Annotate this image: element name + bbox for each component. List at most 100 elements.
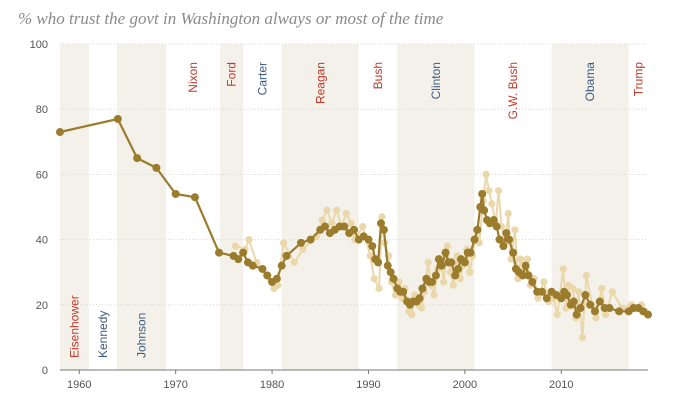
- trust-point: [282, 251, 291, 260]
- y-tick-label: 100: [30, 39, 48, 51]
- presidency-band: [281, 44, 359, 370]
- x-axis: 1960 1970 1980 1990 2000 2010: [60, 369, 648, 391]
- trust-point: [537, 287, 546, 296]
- trust-point: [415, 294, 424, 303]
- trust-point: [509, 248, 518, 257]
- trust-point: [581, 291, 590, 300]
- poll-point: [408, 310, 416, 319]
- x-tick-label: 1980: [260, 379, 284, 391]
- trust-point: [542, 294, 551, 303]
- x-tick-label: 2000: [453, 379, 477, 391]
- trust-point: [576, 304, 585, 313]
- trust-point: [605, 304, 614, 313]
- presidency-bands: [60, 44, 629, 370]
- y-tick-label: 60: [36, 169, 48, 181]
- trust-point: [277, 261, 286, 270]
- trust-point: [466, 248, 475, 257]
- presidency-label: Ford: [225, 62, 239, 87]
- trust-point: [518, 271, 527, 280]
- presidency-label: G.W. Bush: [506, 62, 520, 119]
- poll-point: [569, 284, 577, 293]
- trust-point: [473, 225, 482, 234]
- trust-point: [171, 189, 180, 198]
- poll-point: [482, 170, 490, 178]
- poll-point: [517, 255, 525, 263]
- trust-point: [321, 222, 330, 231]
- poll-point: [608, 288, 616, 296]
- poll-point: [511, 226, 519, 234]
- y-tick-label: 0: [42, 365, 48, 377]
- trust-point: [528, 277, 537, 286]
- poll-point: [440, 278, 448, 286]
- trust-point: [350, 225, 358, 234]
- poll-point: [443, 242, 452, 250]
- trust-point: [495, 235, 504, 244]
- poll-point: [578, 333, 587, 341]
- trust-point: [56, 128, 64, 137]
- poll-point: [280, 239, 288, 247]
- poll-point: [523, 255, 532, 263]
- poll-point: [378, 213, 386, 221]
- poll-point: [375, 284, 383, 293]
- poll-point: [430, 291, 438, 299]
- trust-point: [499, 242, 508, 251]
- trust-point: [480, 206, 489, 215]
- chart-title: % who trust the govt in Washington alway…: [18, 9, 444, 28]
- poll-point: [424, 258, 432, 267]
- y-tick-label: 20: [36, 300, 48, 312]
- trust-point: [441, 248, 450, 257]
- poll-point: [370, 275, 378, 283]
- trust-point: [386, 268, 395, 277]
- trust-point: [428, 277, 437, 286]
- poll-point: [449, 281, 457, 289]
- presidency-label: Clinton: [429, 62, 443, 99]
- trust-point: [215, 248, 224, 257]
- trust-point: [451, 271, 460, 280]
- y-tick-label: 40: [36, 235, 48, 247]
- x-tick-label: 1990: [356, 379, 380, 391]
- poll-point: [553, 310, 561, 319]
- x-tick-label: 1970: [163, 379, 187, 391]
- poll-point: [601, 310, 610, 319]
- trust-point: [272, 274, 281, 283]
- trust-point: [263, 271, 272, 280]
- trust-point: [586, 300, 595, 309]
- trust-point: [340, 222, 349, 231]
- poll-point: [290, 258, 298, 267]
- poll-point: [559, 265, 567, 273]
- trust-point: [152, 163, 161, 172]
- poll-point: [359, 222, 367, 231]
- presidency-band: [60, 44, 89, 370]
- trust-point: [399, 287, 408, 296]
- presidency-label: Eisenhower: [67, 295, 81, 358]
- trust-point: [524, 271, 533, 280]
- trust-point: [383, 261, 392, 270]
- poll-point: [323, 206, 331, 214]
- trust-point: [434, 255, 443, 264]
- y-tick-label: 80: [36, 104, 48, 116]
- trust-point: [190, 193, 199, 202]
- trust-point: [437, 261, 446, 270]
- trust-point: [368, 242, 377, 251]
- trust-point: [492, 222, 501, 231]
- presidency-label: Kennedy: [96, 311, 110, 358]
- presidency-label: Obama: [583, 62, 597, 102]
- trust-point: [563, 291, 572, 300]
- poll-point: [485, 187, 493, 195]
- trust-point: [454, 264, 463, 273]
- presidency-label: Bush: [371, 62, 385, 89]
- trust-point: [470, 235, 479, 244]
- poll-point: [299, 245, 307, 253]
- trust-point: [478, 189, 487, 198]
- poll-point: [318, 216, 326, 224]
- poll-point: [540, 278, 548, 286]
- poll-point: [274, 281, 282, 289]
- trust-point: [248, 261, 257, 270]
- poll-point: [504, 209, 512, 218]
- trust-point: [460, 258, 469, 267]
- poll-point: [347, 219, 355, 227]
- poll-point: [417, 304, 426, 312]
- trust-point: [615, 307, 624, 316]
- poll-point: [488, 200, 496, 208]
